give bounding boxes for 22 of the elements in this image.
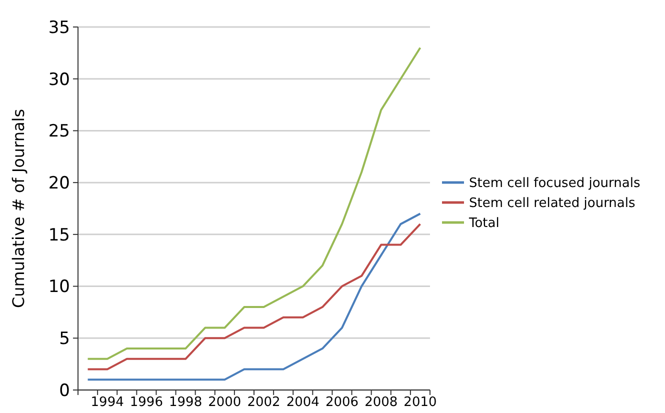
y-tick-label: 15 [48,225,70,246]
x-tick-label: 2004 [286,395,320,410]
y-tick-label: 5 [59,329,70,350]
y-tick-label: 30 [48,70,70,90]
x-tick-label: 1996 [130,395,163,410]
x-tick-label: 1998 [169,395,202,410]
y-tick-label: 10 [48,277,70,298]
legend-label: Stem cell related journals [469,196,636,212]
x-tick-label: 2000 [208,395,242,410]
x-tick-label: 2008 [364,395,398,410]
y-tick-label: 20 [48,174,70,194]
x-tick-label: 2006 [325,395,359,410]
x-tick-label: 2002 [247,395,280,410]
legend-label: Stem cell focused journals [469,176,640,192]
y-tick-label: 0 [59,380,70,401]
y-tick-label: 35 [48,18,70,38]
legend-label: Total [468,216,500,232]
y-tick-label: 25 [48,122,70,142]
line-series [86,46,422,360]
y-axis-title: Cumulative # of Journals [9,108,28,308]
x-tick-label: 2010 [404,395,437,410]
x-tick-label: 1994 [90,395,124,410]
